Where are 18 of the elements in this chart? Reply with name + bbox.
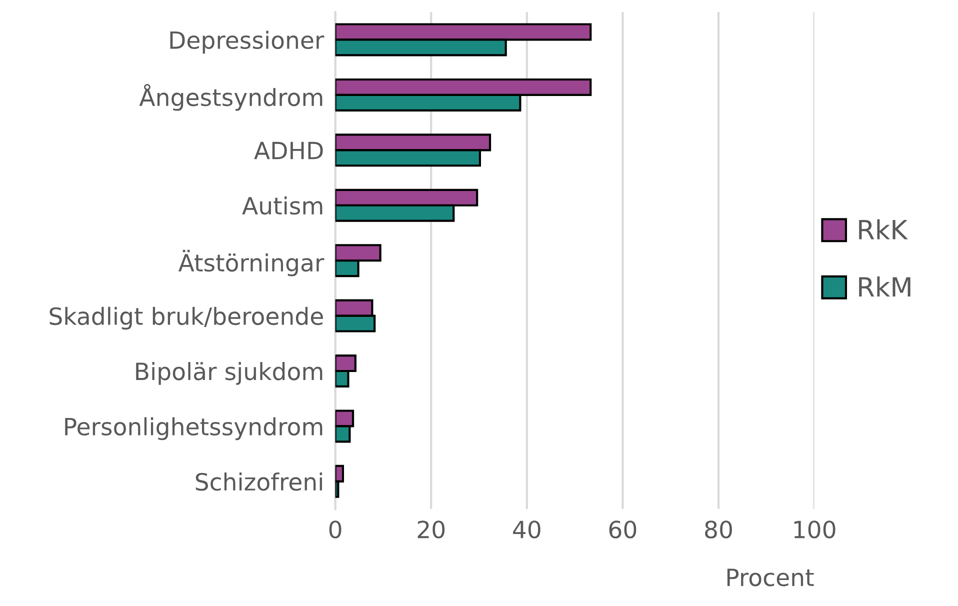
y-tick-label: Bipolär sjukdom	[136, 362, 322, 385]
x-tick-label: 40	[513, 520, 540, 538]
x-tick-label: 20	[418, 520, 445, 538]
legend-label: RkK	[859, 219, 908, 240]
y-tick-label: Ätstörningar	[178, 250, 324, 276]
y-tick-label: Depressioner	[170, 30, 324, 54]
x-tick-label: 100	[794, 520, 836, 538]
legend-label: RkM	[859, 276, 910, 296]
x-tick-label: 0	[329, 520, 342, 538]
y-tick-label: Schizofreni	[196, 472, 322, 491]
y-tick-label: Skadligt bruk/beroende	[50, 306, 323, 330]
x-tick-label: 80	[705, 520, 732, 538]
y-tick-label: Autism	[242, 196, 322, 215]
y-tick-label: Personlighetssyndrom	[65, 417, 322, 440]
y-tick-label: ADHD	[254, 142, 323, 160]
x-axis-title: Procent	[727, 568, 814, 586]
y-tick-label: Ångestsyndrom	[139, 84, 322, 111]
x-tick-label: 60	[609, 520, 636, 538]
